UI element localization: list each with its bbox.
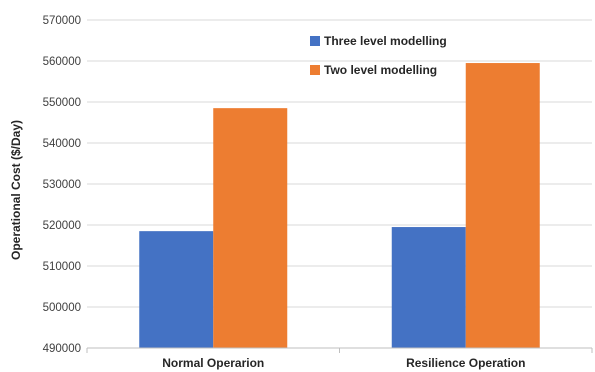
y-tick-label: 550000 [43,97,81,109]
legend: Three level modelling Two level modelling [310,34,447,77]
legend-label: Three level modelling [324,34,447,48]
y-tick-label: 540000 [43,138,81,150]
bar-three-level-normal [139,231,214,348]
legend-swatch [310,65,320,75]
x-axis [86,347,593,353]
category-labels: Normal Operarion Resilience Operation [162,356,525,370]
y-tick-label: 490000 [43,343,81,355]
bar-three-level-resilience [391,227,466,348]
bars [139,63,540,349]
y-tick-label: 570000 [43,15,81,27]
bar-two-level-normal [213,108,288,349]
bar-two-level-resilience [465,63,540,349]
legend-swatch [310,36,320,46]
x-category-label: Resilience Operation [406,356,525,370]
y-tick-label: 530000 [43,179,81,191]
y-axis-ticks: 490000 500000 510000 520000 530000 540000 5500… [43,15,81,355]
y-tick-label: 510000 [43,261,81,273]
y-tick-label: 560000 [43,56,81,68]
x-category-label: Normal Operarion [162,356,264,370]
y-tick-label: 520000 [43,220,81,232]
legend-label: Two level modelling [324,63,437,77]
y-tick-label: 500000 [43,302,81,314]
y-axis-label: Operational Cost ($/Day) [9,120,23,260]
